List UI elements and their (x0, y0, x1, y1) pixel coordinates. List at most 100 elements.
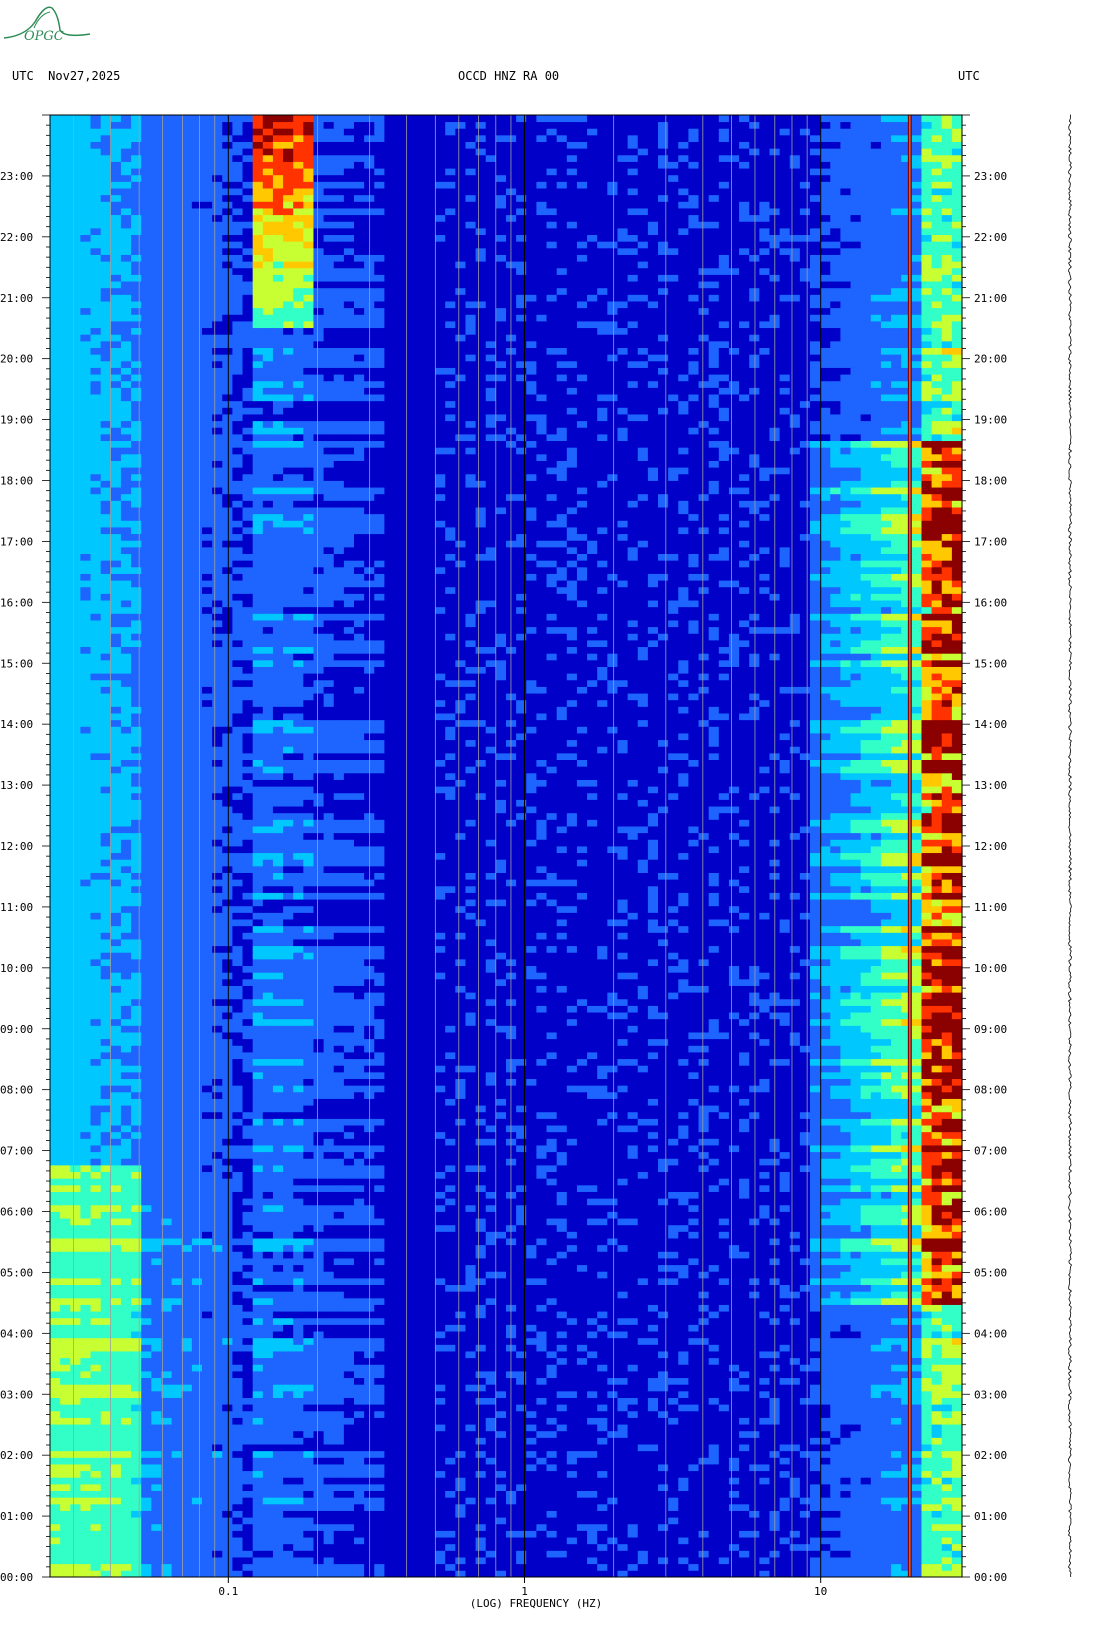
spectrogram-cell (952, 1344, 963, 1351)
spectrogram-cell (638, 1484, 649, 1491)
spectrogram-cell (739, 1464, 750, 1471)
spectrogram-cell (101, 1212, 112, 1219)
spectrogram-cell (719, 1424, 730, 1431)
spectrogram-cell (628, 1484, 639, 1491)
spectrogram-cell (577, 1477, 588, 1484)
spectrogram-cell (50, 1298, 61, 1305)
spectrogram-cell (232, 1251, 243, 1258)
spectrogram-cell (638, 1537, 649, 1544)
spectrogram-cell (212, 1411, 223, 1418)
spectrogram-cell (617, 1570, 628, 1577)
spectrogram-cell (384, 1205, 395, 1212)
spectrogram-cell (334, 1550, 345, 1557)
spectrogram-cell (172, 1451, 183, 1458)
spectrogram-cell (628, 1278, 639, 1285)
spectrogram-cell (932, 1431, 943, 1438)
spectrogram-cell (465, 1451, 476, 1458)
spectrogram-cell (607, 1411, 618, 1418)
spectrogram-cell (273, 1471, 284, 1478)
spectrogram-cell (293, 1464, 304, 1471)
spectrogram-cell (597, 1238, 608, 1245)
spectrogram-cell (435, 1291, 446, 1298)
spectrogram-cell (243, 1205, 254, 1212)
spectrogram-cell (871, 1384, 882, 1391)
spectrogram-cell (861, 1278, 872, 1285)
spectrogram-cell (151, 1278, 162, 1285)
spectrogram-cell (810, 1418, 821, 1425)
spectrogram-cell (577, 1437, 588, 1444)
spectrogram-cell (384, 1564, 395, 1571)
spectrogram-cell (952, 1424, 963, 1431)
spectrogram-cell (263, 1570, 274, 1577)
spectrogram-cell (628, 1358, 639, 1365)
spectrogram-cell (688, 1351, 699, 1358)
spectrogram-cell (648, 1305, 659, 1312)
spectrogram-cell (344, 1298, 355, 1305)
spectrogram-cell (516, 1570, 527, 1577)
spectrogram-cell (384, 1497, 395, 1504)
spectrogram-cell (263, 1231, 274, 1238)
spectrogram-cell (202, 1544, 213, 1551)
spectrogram-cell (516, 1271, 527, 1278)
spectrogram-cell (840, 1497, 851, 1504)
spectrogram-cell (80, 1218, 91, 1225)
spectrogram-cell (506, 1378, 517, 1385)
spectrogram-cell (861, 1444, 872, 1451)
spectrogram-cell (253, 1530, 264, 1537)
spectrogram-cell (607, 1225, 618, 1232)
spectrogram-cell (759, 1285, 770, 1292)
spectrogram-cell (628, 1384, 639, 1391)
spectrogram-cell (445, 1444, 456, 1451)
spectrogram-cell (567, 1497, 578, 1504)
spectrogram-cell (810, 1364, 821, 1371)
spectrogram-cell (932, 1225, 943, 1232)
spectrogram-cell (840, 1271, 851, 1278)
spectrogram-cell (810, 1504, 821, 1511)
spectrogram-cell (577, 1497, 588, 1504)
spectrogram-cell (790, 1404, 801, 1411)
spectrogram-cell (567, 1278, 578, 1285)
spectrogram-cell (729, 1271, 740, 1278)
spectrogram-cell (354, 1298, 365, 1305)
spectrogram-cell (547, 1278, 558, 1285)
spectrogram-cell (830, 1271, 841, 1278)
spectrogram-cell (942, 1331, 953, 1338)
spectrogram-cell (648, 1358, 659, 1365)
spectrogram-cell (232, 1398, 243, 1405)
spectrogram-cell (567, 1491, 578, 1498)
spectrogram-cell (851, 1557, 862, 1564)
spectrogram-cell (861, 1298, 872, 1305)
spectrogram-cell (516, 1511, 527, 1518)
spectrogram-cell (881, 1245, 892, 1252)
spectrogram-cell (911, 1258, 922, 1265)
spectrogram-cell (192, 1371, 203, 1378)
spectrogram-cell (891, 1491, 902, 1498)
spectrogram-cell (50, 1497, 61, 1504)
spectrogram-cell (70, 1497, 81, 1504)
spectrogram-cell (607, 1437, 618, 1444)
spectrogram-cell (465, 1258, 476, 1265)
spectrogram-cell (425, 1371, 436, 1378)
spectrogram-cell (810, 1311, 821, 1318)
spectrogram-cell (445, 1491, 456, 1498)
spectrogram-cell (861, 1497, 872, 1504)
spectrogram-cell (678, 1424, 689, 1431)
spectrogram-cell (111, 1344, 122, 1351)
spectrogram-cell (648, 1324, 659, 1331)
spectrogram-cell (476, 1298, 487, 1305)
spectrogram-cell (790, 1564, 801, 1571)
spectrogram-cell (476, 1491, 487, 1498)
spectrogram-cell (334, 1251, 345, 1258)
spectrogram-cell (435, 1285, 446, 1292)
spectrogram-cell (283, 1285, 294, 1292)
spectrogram-cell (70, 1418, 81, 1425)
spectrogram-cell (455, 1517, 466, 1524)
spectrogram-cell (283, 1491, 294, 1498)
spectrogram-cell (131, 1265, 142, 1272)
spectrogram-cell (70, 1298, 81, 1305)
spectrogram-cell (121, 1570, 132, 1577)
spectrogram-cell (243, 1351, 254, 1358)
spectrogram-cell (638, 1258, 649, 1265)
spectrogram-cell (547, 1245, 558, 1252)
spectrogram-cell (617, 1384, 628, 1391)
